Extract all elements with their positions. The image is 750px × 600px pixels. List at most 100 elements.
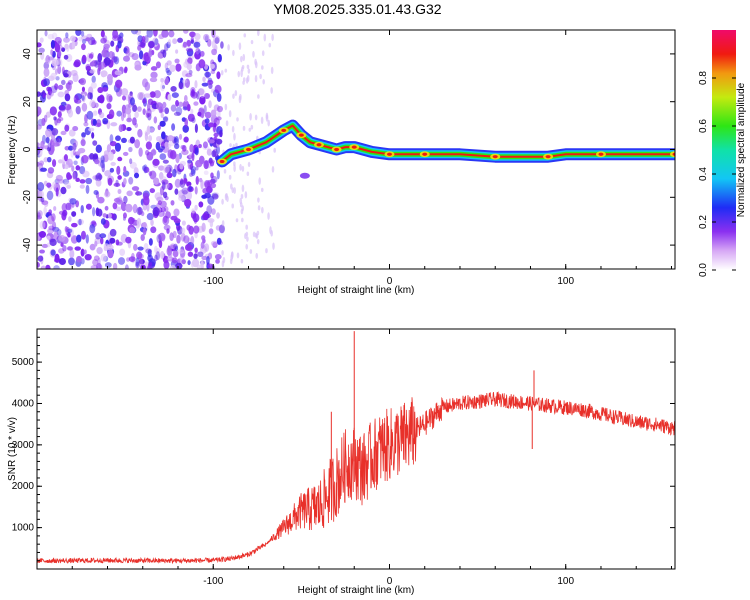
noise-speckle-dot [148, 238, 153, 246]
noise-speckle-dot [164, 141, 169, 148]
noise-speckle-dot [167, 93, 172, 102]
bottom-x-tick-label: 100 [557, 576, 574, 587]
noise-speckle-dot [187, 113, 195, 122]
noise-speckle-dot [222, 256, 226, 264]
noise-speckle-dot [185, 73, 193, 78]
noise-speckle-dot [180, 77, 184, 84]
noise-speckle-dot [194, 166, 199, 171]
noise-speckle-dot [258, 177, 262, 185]
noise-speckle-dot [144, 131, 149, 142]
snr-line [37, 391, 675, 565]
noise-speckle-dot [162, 159, 169, 164]
noise-speckle-dot [254, 58, 257, 66]
top-y-tick-label: 0 [22, 146, 33, 152]
noise-speckle-dot [50, 85, 58, 94]
noise-speckle-dot [126, 117, 133, 123]
noise-speckle-dot [198, 143, 202, 149]
noise-speckle-dot [203, 92, 211, 100]
noise-speckle-dot [233, 187, 236, 194]
noise-speckle-dot [190, 91, 198, 99]
noise-speckle-dot [94, 240, 98, 247]
noise-speckle-dot [136, 190, 140, 196]
noise-speckle-dot [107, 249, 114, 259]
noise-speckle-dot [81, 95, 85, 101]
noise-speckle-dot [130, 30, 139, 35]
noise-speckle-dot [150, 66, 158, 71]
noise-speckle-dot [148, 262, 153, 267]
noise-speckle-dot [252, 50, 255, 58]
top-x-ticks: -100 0 100 [36, 30, 672, 287]
noise-speckle-dot [183, 30, 189, 34]
noise-speckle-dot [167, 39, 172, 45]
noise-speckle-dot [89, 224, 96, 234]
bottom-y-tick-label: 2000 [12, 481, 35, 492]
top-y-axis-label: Frequency (Hz) [7, 116, 18, 185]
noise-speckle-dot [254, 114, 258, 121]
noise-speckle-dot [252, 231, 256, 238]
noise-speckle-dot [56, 138, 61, 147]
noise-speckle-dot [186, 181, 192, 187]
noise-speckle-dot [75, 150, 81, 156]
noise-speckle-dot [114, 70, 122, 76]
noise-speckle-dot [175, 262, 183, 269]
noise-speckle-dot [163, 206, 169, 213]
noise-speckle-dot [99, 111, 105, 119]
noise-speckle-dot [55, 76, 60, 81]
noise-speckle-dot [181, 79, 188, 84]
noise-speckle-dot [194, 147, 199, 156]
noise-speckle-dot [115, 135, 121, 142]
noise-speckle-dot [75, 30, 82, 37]
noise-speckle-dot [245, 224, 248, 230]
noise-speckle-dot [44, 30, 48, 37]
noise-speckle-dot [208, 159, 215, 164]
noise-speckle-dot [49, 145, 55, 154]
noise-speckle-dot [122, 212, 127, 219]
noise-speckle-dot [203, 104, 207, 114]
noise-speckle-dot [129, 97, 135, 106]
noise-speckle-dot [192, 213, 200, 223]
noise-speckle-dot [122, 151, 129, 156]
ridge-blob-core [219, 159, 225, 164]
noise-speckle-dot [75, 105, 81, 115]
noise-speckle-dot [145, 248, 153, 254]
noise-speckle-dot [60, 242, 64, 247]
noise-speckle-dot [142, 228, 147, 236]
noise-speckle-dot [232, 49, 235, 57]
noise-speckle-dot [68, 257, 75, 266]
noise-speckle-dot [217, 53, 222, 63]
noise-speckle-dot [132, 104, 138, 112]
noise-speckle-dot [156, 196, 164, 202]
noise-speckle-dot [89, 153, 95, 160]
noise-speckle-dot [263, 33, 267, 42]
noise-speckle-dot [169, 243, 176, 250]
noise-speckle-dot [131, 53, 139, 61]
noise-speckle-dot [175, 49, 179, 54]
noise-speckle-dot [100, 37, 107, 44]
noise-speckle-dot [143, 243, 149, 251]
noise-speckle-dot [106, 93, 113, 103]
noise-speckle-dot [248, 127, 252, 132]
noise-speckle-dot [129, 158, 133, 165]
noise-speckle-dot [176, 234, 181, 244]
noise-speckle-dot [45, 128, 52, 138]
noise-speckle-dot [169, 64, 176, 73]
noise-speckle-dot [79, 77, 87, 86]
noise-speckle-dot [54, 43, 61, 53]
noise-speckle-dot [143, 164, 148, 174]
noise-speckle-dot [243, 33, 247, 38]
noise-speckle-dot [254, 232, 258, 238]
noise-speckle-dot [57, 91, 65, 98]
noise-speckle-dot [40, 51, 45, 60]
noise-speckle-dot [228, 110, 232, 118]
noise-speckle-dot [143, 166, 150, 173]
noise-speckle-dot [96, 246, 103, 255]
noise-speckle-dot [156, 135, 163, 142]
noise-speckle-dot [90, 82, 97, 89]
noise-speckle-dot [186, 63, 192, 71]
noise-speckle-dot [37, 42, 42, 48]
noise-speckle-dot [241, 184, 245, 193]
noise-speckle-dot [215, 258, 220, 264]
bottom-x-ticks: -100 0 100 [36, 329, 672, 587]
noise-speckle-dot [194, 123, 198, 134]
top-y-tick-label: -20 [22, 190, 33, 205]
